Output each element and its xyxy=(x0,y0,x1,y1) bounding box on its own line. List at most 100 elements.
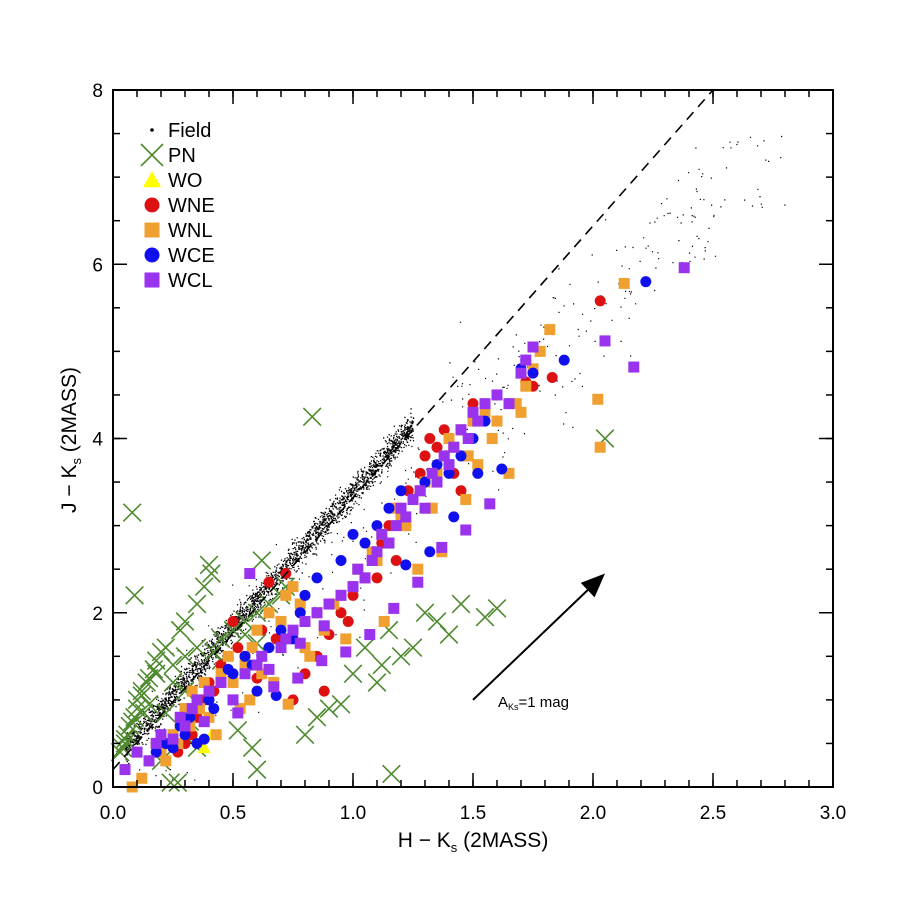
x-axis-label: H − Ks (2MASS) xyxy=(398,829,549,855)
legend-label: WCE xyxy=(168,245,215,267)
point-wnl xyxy=(275,615,287,627)
point-wce xyxy=(311,572,323,584)
point-wce xyxy=(294,607,306,619)
point-wne xyxy=(438,424,450,436)
point-wcl xyxy=(119,764,131,776)
legend-label: Field xyxy=(168,120,211,142)
axis-ticks: 0.0 0.5 1.0 1.5 2.0 2.5 3.0 0 2 4 6 8 xyxy=(92,81,846,824)
point-wcl xyxy=(174,711,186,723)
point-wcl xyxy=(448,441,460,453)
point-wnl xyxy=(503,467,515,479)
x-tick-label: 3.0 xyxy=(820,803,846,824)
point-wce xyxy=(299,589,311,601)
point-wce xyxy=(383,502,395,514)
legend-label: WO xyxy=(168,170,202,192)
point-wce xyxy=(270,690,282,702)
y-tick-label: 0 xyxy=(92,778,103,799)
point-pn xyxy=(175,646,195,666)
point-pn xyxy=(134,703,154,723)
point-wce xyxy=(208,703,220,715)
legend-entry-wcl: WCL xyxy=(144,270,212,292)
point-wnl xyxy=(282,698,294,710)
point-wce xyxy=(395,485,407,497)
point-wcl xyxy=(244,568,256,580)
point-pn xyxy=(156,703,176,723)
legend-entry-pn: PN xyxy=(140,143,196,167)
point-wnl xyxy=(491,415,503,427)
legend-marker xyxy=(144,247,160,263)
point-pn xyxy=(163,673,183,692)
point-wcl xyxy=(251,659,263,671)
legend: Field PN WO WNE WNL WCE WCL xyxy=(140,120,215,292)
point-wnl xyxy=(340,633,352,645)
point-wcl xyxy=(263,663,275,675)
point-wcl xyxy=(299,615,311,627)
point-pn xyxy=(343,664,363,684)
point-wnl xyxy=(510,398,522,410)
point-wnl xyxy=(618,277,630,289)
point-wcl xyxy=(366,554,378,566)
point-wne xyxy=(546,372,558,384)
point-wnl xyxy=(160,755,172,767)
point-pn xyxy=(355,638,375,657)
point-wcl xyxy=(462,433,474,444)
point-wce xyxy=(558,354,570,366)
point-wce xyxy=(419,476,431,488)
point-wcl xyxy=(359,572,371,584)
point-wne xyxy=(227,615,239,627)
point-wnl xyxy=(136,772,148,784)
y-tick-label: 6 xyxy=(92,255,103,276)
point-wnl xyxy=(287,581,299,593)
legend-marker xyxy=(150,128,154,132)
legend-label: PN xyxy=(168,145,196,167)
point-wnl xyxy=(222,650,234,662)
point-wnl xyxy=(460,493,472,505)
point-wcl xyxy=(287,624,299,636)
point-wcl xyxy=(479,398,491,410)
point-pn xyxy=(242,738,262,758)
point-wce xyxy=(640,276,652,288)
point-wcl xyxy=(628,361,640,373)
point-wce xyxy=(335,554,347,566)
point-wcl xyxy=(335,589,347,601)
point-wcl xyxy=(400,511,412,523)
point-wcl xyxy=(438,450,450,462)
point-wnl xyxy=(179,703,191,715)
point-pn xyxy=(202,564,221,583)
point-wne xyxy=(371,572,383,584)
point-pn xyxy=(367,673,387,692)
point-wne xyxy=(263,576,275,588)
point-pn xyxy=(211,629,231,649)
point-wcl xyxy=(364,629,376,641)
point-wcl xyxy=(419,502,431,514)
vector-label-main: A xyxy=(498,694,508,711)
point-wcl xyxy=(352,563,364,575)
point-pn xyxy=(163,655,183,675)
point-wcl xyxy=(520,354,532,366)
point-pn xyxy=(194,577,214,596)
point-pn xyxy=(475,607,495,627)
point-wnl xyxy=(594,441,606,453)
point-wne xyxy=(455,485,467,497)
point-wcl xyxy=(443,459,455,471)
point-wce xyxy=(448,511,460,523)
point-wcl xyxy=(239,668,251,680)
point-wnl xyxy=(198,676,210,688)
point-pn xyxy=(259,594,279,614)
point-pn xyxy=(295,725,315,745)
point-wcl xyxy=(527,341,539,353)
point-pn xyxy=(187,638,207,657)
point-wne xyxy=(318,685,330,697)
point-wcl xyxy=(599,335,611,347)
point-wcl xyxy=(340,646,352,658)
y-label-sub: s xyxy=(69,458,84,465)
x-tick-label: 1.0 xyxy=(340,803,366,824)
point-wce xyxy=(251,685,263,697)
y-label-suffix: (2MASS) xyxy=(58,367,81,458)
point-pn xyxy=(127,690,147,710)
point-wce xyxy=(359,537,371,549)
point-wce xyxy=(150,746,162,758)
point-pn xyxy=(187,594,207,614)
legend-marker xyxy=(140,143,164,167)
